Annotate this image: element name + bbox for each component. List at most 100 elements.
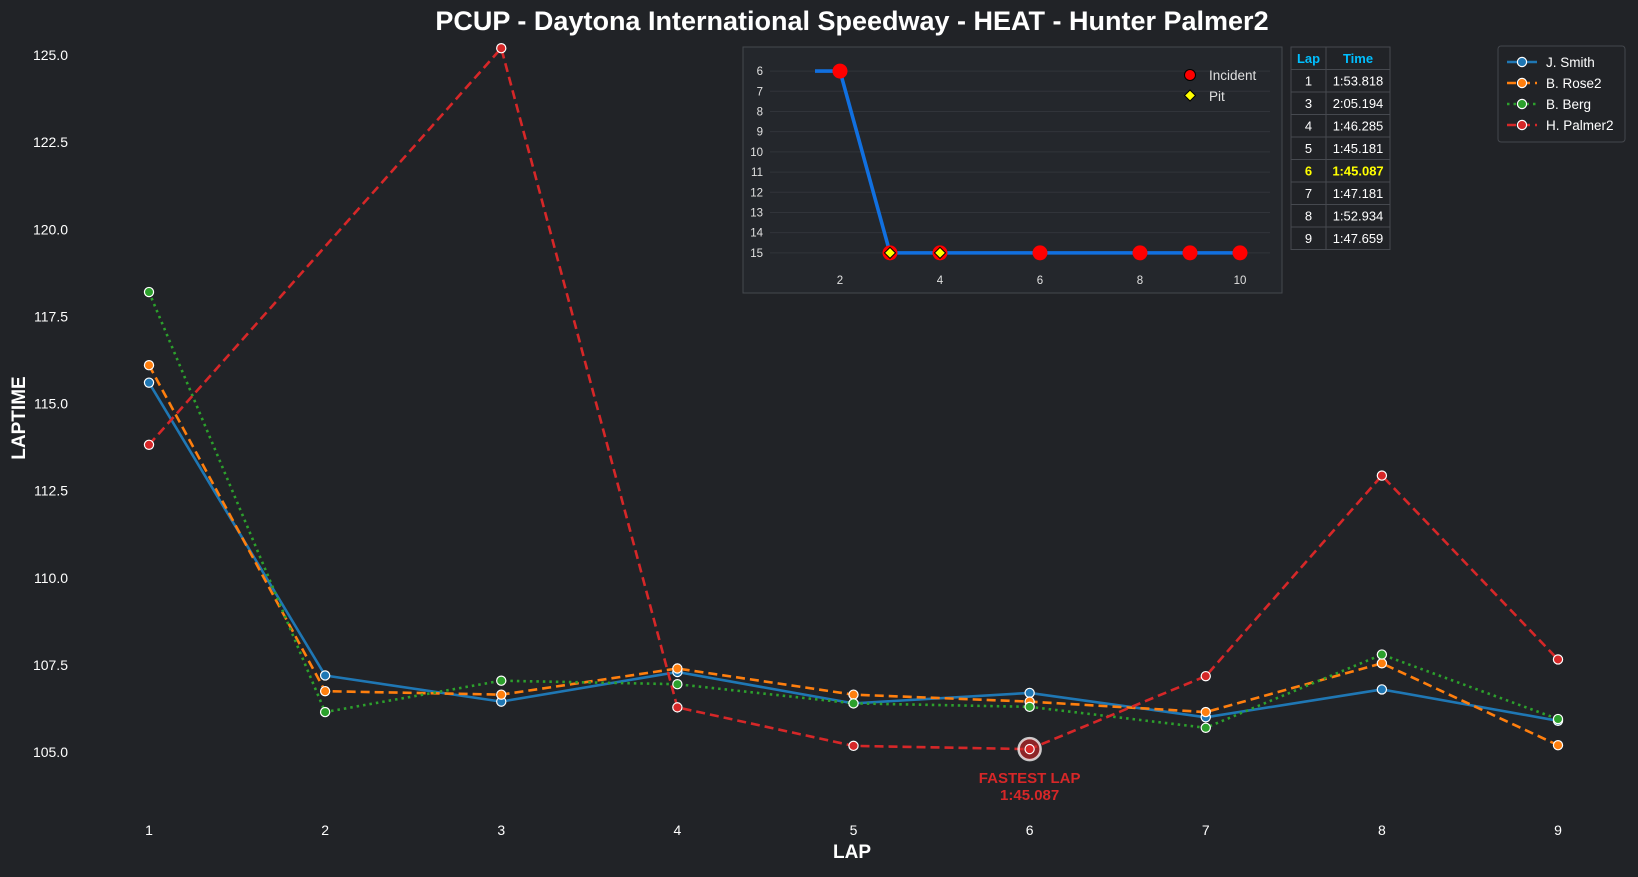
table-cell-time: 1:47.181 (1333, 186, 1384, 201)
data-point (143, 439, 155, 450)
data-point (143, 286, 155, 298)
inset-legend-incident-marker (1184, 69, 1196, 81)
table-cell-lap: 4 (1305, 119, 1312, 134)
data-point (1024, 687, 1035, 699)
y-tick-label: 110.0 (34, 570, 68, 586)
table-header: Lap (1297, 51, 1320, 66)
table-cell-lap: 6 (1305, 164, 1312, 179)
legend-label: B. Rose2 (1546, 76, 1602, 91)
data-point (672, 702, 683, 713)
x-tick-label: 5 (850, 822, 858, 838)
data-point (672, 678, 683, 690)
table-cell-time: 1:52.934 (1333, 209, 1384, 224)
incident-marker (1182, 245, 1198, 261)
inset-x-tick-label: 10 (1234, 275, 1247, 287)
legend-label: J. Smith (1546, 55, 1595, 70)
inset-x-tick-label: 8 (1137, 275, 1143, 287)
position-inset-chart: 6 7 8 9 10 11 12 13 14 15 2 4 6 8 10 Incident Pit (742, 46, 1283, 294)
data-point (319, 685, 331, 697)
data-point (319, 706, 331, 718)
inset-y-tick-label: 13 (750, 207, 763, 219)
laptime-table: Lap Time 1 1:53.818 3 2:05.194 4 1:46.285 5 1:45.… (1290, 46, 1391, 250)
fastest-lap-value: 1:45.087 (1000, 787, 1059, 804)
table-cell-lap: 5 (1305, 141, 1312, 156)
x-tick-label: 4 (673, 822, 681, 838)
legend-marker (1516, 119, 1528, 131)
data-point (848, 740, 859, 752)
x-tick-label: 7 (1202, 822, 1210, 838)
inset-y-tick-label: 11 (751, 167, 763, 179)
table-header: Time (1343, 51, 1373, 66)
series-line (147, 291, 1559, 730)
table-cell-time: 1:47.659 (1333, 231, 1384, 246)
inset-y-tick-label: 10 (750, 147, 763, 159)
data-point (672, 663, 683, 674)
y-tick-label: 117.5 (34, 308, 68, 324)
x-tick-label: 2 (321, 822, 329, 838)
inset-legend-label: Incident (1209, 68, 1257, 83)
inset-y-tick-label: 14 (750, 228, 763, 240)
data-point (1024, 743, 1035, 755)
main-legend: J. Smith B. Rose2 B. Berg H. Palmer2 (1497, 45, 1626, 143)
legend-marker (1516, 77, 1528, 89)
fastest-lap-label: FASTEST LAP (979, 770, 1081, 787)
data-point (1376, 658, 1388, 669)
data-point (1552, 713, 1564, 725)
fastest-lap-annotation: FASTEST LAP 1:45.087 (979, 770, 1081, 804)
series-group (143, 43, 1564, 762)
incident-marker (1132, 245, 1148, 261)
table-cell-time: 1:45.181 (1333, 141, 1384, 156)
inset-y-tick-label: 9 (757, 127, 763, 139)
x-tick-label: 9 (1554, 822, 1562, 838)
table-cell-lap: 7 (1305, 186, 1312, 201)
series-line (148, 46, 1559, 751)
data-point (1200, 670, 1211, 682)
y-tick-label: 115.0 (34, 396, 68, 412)
legend-label: H. Palmer2 (1546, 118, 1614, 133)
incident-marker (1232, 245, 1248, 261)
inset-y-tick-label: 15 (750, 248, 763, 260)
data-point (496, 675, 507, 686)
data-point (848, 698, 859, 709)
inset-y-tick-label: 8 (757, 106, 763, 118)
inset-x-tick-label: 2 (837, 275, 843, 287)
data-point (496, 43, 507, 54)
data-point (1552, 739, 1564, 751)
pit-marker (933, 246, 947, 260)
x-tick-label: 8 (1378, 822, 1386, 838)
table-cell-lap: 9 (1305, 231, 1312, 246)
x-axis-label: LAP (833, 842, 871, 863)
table-cell-lap: 1 (1305, 74, 1312, 89)
data-point (1376, 470, 1388, 481)
x-tick-label: 6 (1026, 822, 1034, 838)
legend-frame (1497, 45, 1626, 143)
data-point (319, 670, 331, 681)
chart-title: PCUP - Daytona International Speedway - … (435, 6, 1268, 36)
table-cell-lap: 8 (1305, 209, 1312, 224)
data-point (1376, 649, 1388, 660)
y-axis-label: LAPTIME (9, 376, 30, 459)
inset-x-tick-label: 4 (937, 275, 944, 287)
y-tick-labels: 105.0 107.5 110.0 112.5 115.0 117.5 120.0 122.5… (33, 47, 68, 760)
legend-marker (1516, 56, 1528, 68)
data-point (1552, 654, 1564, 665)
incident-marker (832, 63, 848, 79)
inset-position-line (815, 69, 1240, 255)
incident-marker (1032, 245, 1048, 261)
y-tick-label: 107.5 (33, 657, 68, 673)
table-cell-time: 1:45.087 (1332, 164, 1383, 179)
x-tick-label: 1 (145, 822, 153, 838)
data-point (1200, 706, 1211, 718)
inset-y-tick-label: 12 (750, 187, 763, 199)
table-cell-time: 1:46.285 (1333, 119, 1384, 134)
y-tick-label: 105.0 (33, 744, 68, 760)
inset-frame (742, 46, 1283, 294)
data-point (143, 377, 155, 388)
data-point (143, 360, 155, 371)
inset-legend-label: Pit (1209, 89, 1225, 104)
data-point (1200, 722, 1211, 733)
y-tick-label: 122.5 (33, 134, 68, 150)
data-point (1024, 701, 1035, 713)
